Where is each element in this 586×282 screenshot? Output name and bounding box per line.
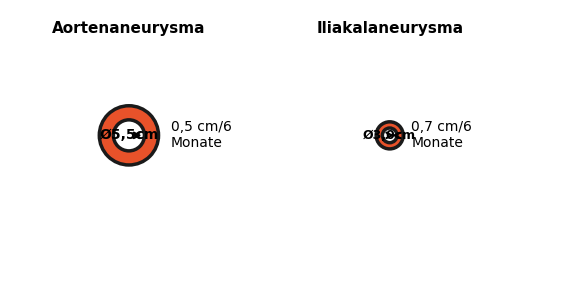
- Circle shape: [382, 128, 397, 143]
- Text: 0,7 cm/6
Monate: 0,7 cm/6 Monate: [411, 120, 472, 151]
- Circle shape: [376, 122, 403, 149]
- Circle shape: [114, 120, 144, 151]
- Text: Ø5,5cm: Ø5,5cm: [99, 128, 159, 142]
- Circle shape: [99, 106, 159, 165]
- Text: 0,5 cm/6
Monate: 0,5 cm/6 Monate: [171, 120, 231, 151]
- Text: Ø3,0cm: Ø3,0cm: [363, 129, 416, 142]
- Text: Aortenaneurysma: Aortenaneurysma: [52, 21, 206, 36]
- Text: Iliakalaneurysma: Iliakalaneurysma: [316, 21, 464, 36]
